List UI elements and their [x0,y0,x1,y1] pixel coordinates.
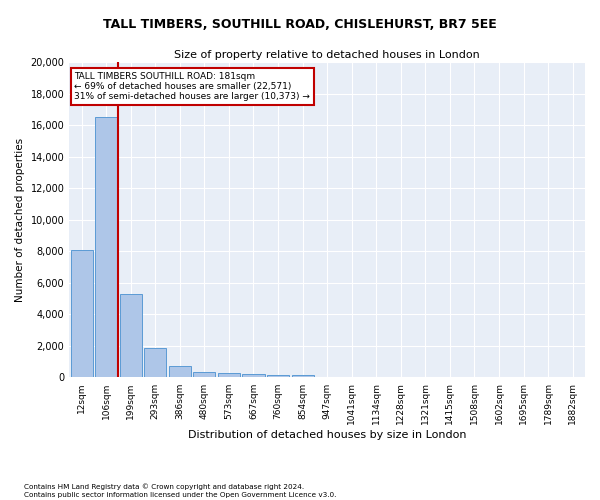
Bar [292,375,314,378]
Bar [242,374,265,378]
Bar [267,374,289,378]
Bar [95,118,117,378]
Bar [71,250,92,378]
Title: Size of property relative to detached houses in London: Size of property relative to detached ho… [174,50,480,60]
Text: TALL TIMBERS, SOUTHILL ROAD, CHISLEHURST, BR7 5EE: TALL TIMBERS, SOUTHILL ROAD, CHISLEHURST… [103,18,497,30]
Y-axis label: Number of detached properties: Number of detached properties [15,138,25,302]
Text: TALL TIMBERS SOUTHILL ROAD: 181sqm
← 69% of detached houses are smaller (22,571): TALL TIMBERS SOUTHILL ROAD: 181sqm ← 69%… [74,72,310,102]
Bar [144,348,166,378]
X-axis label: Distribution of detached houses by size in London: Distribution of detached houses by size … [188,430,466,440]
Bar [218,374,240,378]
Bar [169,366,191,378]
Bar [119,294,142,378]
Text: Contains HM Land Registry data © Crown copyright and database right 2024.
Contai: Contains HM Land Registry data © Crown c… [24,484,337,498]
Bar [193,372,215,378]
